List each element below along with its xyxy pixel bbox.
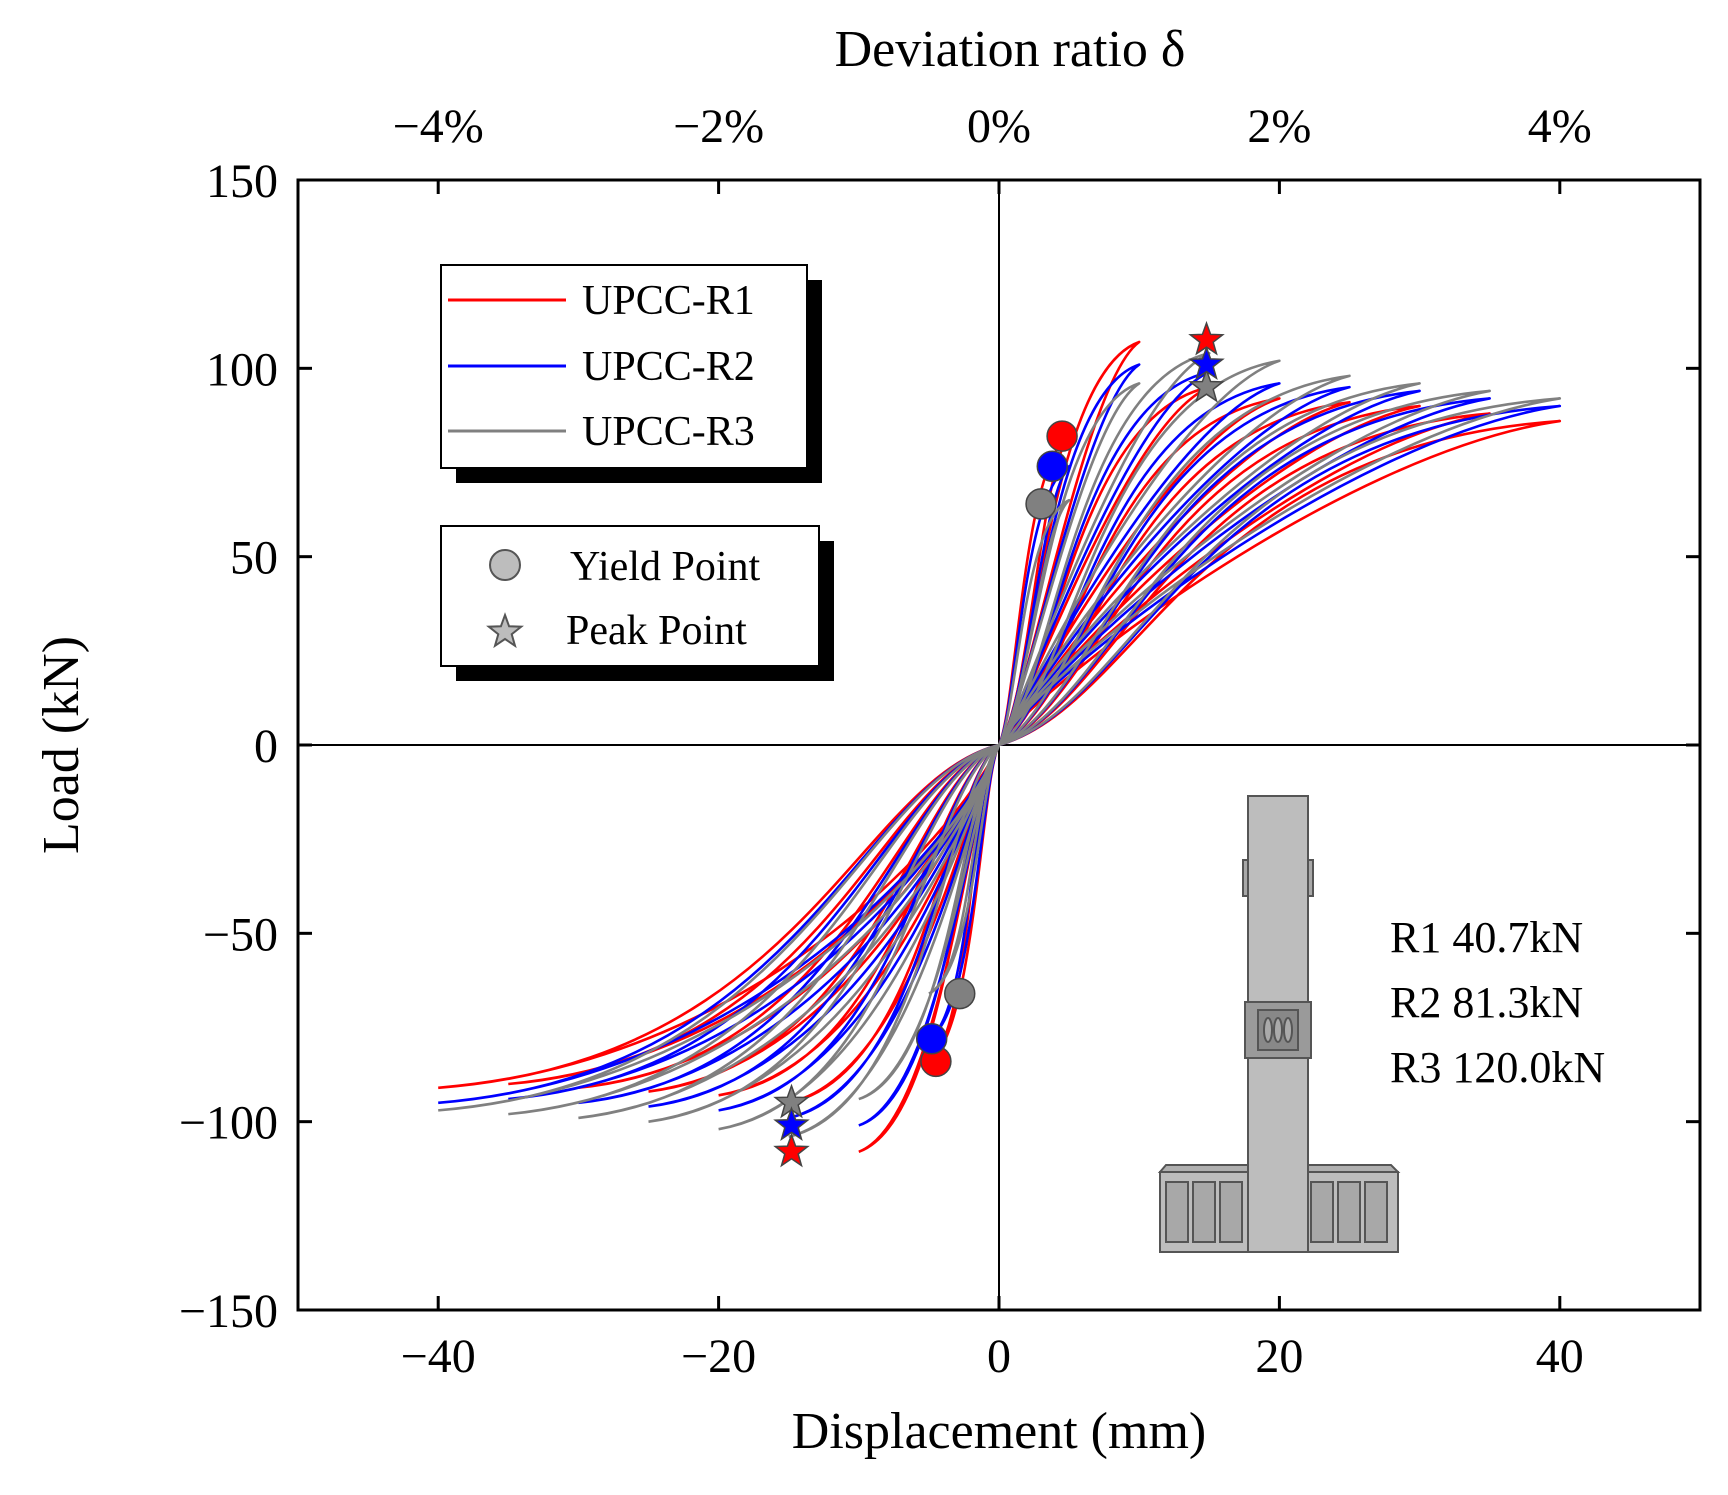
axis-ticks: −40 −20 0 20 40 −4% −2% 0% 2% 4% 150 100 50 0 −50 −100 −… [179, 100, 1700, 1383]
specimen-base-cell-4 [1310, 1181, 1334, 1243]
upcc-r3-loop [928, 498, 1071, 995]
top-tick-label: 0% [967, 100, 1031, 153]
legend-label-r2: UPCC-R2 [582, 344, 755, 390]
y-tick-label: −150 [179, 1285, 278, 1338]
upcc-r2-yield-point [1036, 450, 1069, 483]
specimen-base-cell-1 [1165, 1181, 1189, 1243]
upcc-r2-loop [648, 385, 1351, 1108]
upcc-r2-peak-point [1188, 345, 1225, 381]
top-tick-label: −4% [393, 100, 484, 153]
annotation-r3: R3 120.0kN [1390, 1043, 1605, 1092]
x-tick-label: 20 [1255, 1330, 1303, 1383]
specimen-column-collar-right [1307, 859, 1314, 897]
upcc-r3-loop [508, 389, 1491, 1116]
upcc-r2-loop [508, 397, 1491, 1101]
specimen-column-collar-left [1242, 859, 1249, 897]
upcc-r1-peak-point [1188, 320, 1225, 356]
specimen-base-cell-6 [1364, 1181, 1388, 1243]
peak-point-label: Peak Point [566, 608, 747, 654]
y-tick-label: 100 [206, 343, 278, 396]
upcc-r2-loop [578, 389, 1421, 1105]
specimen-base-cell-2 [1192, 1181, 1216, 1243]
y-tick-label: −50 [203, 908, 278, 961]
upcc-r2-yield-point [915, 1023, 948, 1055]
upcc-r3-loop [718, 359, 1281, 1131]
y-tick-label: 50 [230, 532, 278, 585]
specimen-joint-ring-2 [1273, 1017, 1283, 1043]
top-tick-label: 4% [1528, 100, 1592, 153]
upcc-r1-peak-point [773, 1132, 810, 1168]
upcc-r1-yield-point [1046, 420, 1078, 452]
top-axis-title: Deviation ratio δ [835, 21, 1186, 78]
upcc-r2-peak-point [773, 1106, 810, 1141]
specimen-base-cell-3 [1219, 1181, 1243, 1243]
yield-point-label: Yield Point [570, 544, 761, 590]
annotation-r2: R2 81.3kN [1390, 978, 1583, 1027]
legend-label-r3: UPCC-R3 [582, 409, 755, 455]
series-legend: UPCC-R1 UPCC-R2 UPCC-R3 [440, 264, 822, 483]
upcc-r2-loop [438, 404, 1562, 1105]
specimen-base-cell-5 [1337, 1181, 1361, 1243]
upcc-r3-loop [438, 397, 1562, 1112]
upcc-r2-loop [718, 382, 1281, 1112]
top-tick-label: −2% [673, 100, 764, 153]
annotation-r1: R1 40.7kN [1390, 913, 1583, 962]
upcc-r3-yield-point [1025, 488, 1057, 520]
x-tick-label: −40 [401, 1330, 476, 1383]
x-tick-label: −20 [681, 1330, 756, 1383]
y-axis-title: Load (kN) [33, 636, 90, 854]
upcc-r1-loop [438, 419, 1562, 1090]
marker-points [773, 320, 1225, 1168]
specimen-joint-ring-1 [1263, 1017, 1273, 1043]
x-axis-title: Displacement (mm) [792, 1403, 1206, 1460]
specimen-diagram [1157, 795, 1401, 1253]
upcc-r3-loop [578, 382, 1421, 1120]
upcc-r3-yield-point [943, 977, 976, 1010]
x-tick-label: 0 [987, 1330, 1011, 1383]
specimen-joint-ring-3 [1283, 1017, 1293, 1043]
top-tick-label: 2% [1247, 100, 1311, 153]
upcc-r3-peak-point [1188, 368, 1225, 403]
marker-legend: Yield Point Peak Point [440, 525, 834, 681]
legend-label-r1: UPCC-R1 [582, 278, 755, 324]
y-tick-label: 0 [254, 720, 278, 773]
y-tick-label: −100 [179, 1097, 278, 1150]
peak-marker-icon [486, 612, 524, 649]
y-tick-label: 150 [206, 155, 278, 208]
upcc-r3-loop [648, 374, 1351, 1123]
x-tick-label: 40 [1536, 1330, 1584, 1383]
yield-marker-icon [489, 549, 521, 581]
